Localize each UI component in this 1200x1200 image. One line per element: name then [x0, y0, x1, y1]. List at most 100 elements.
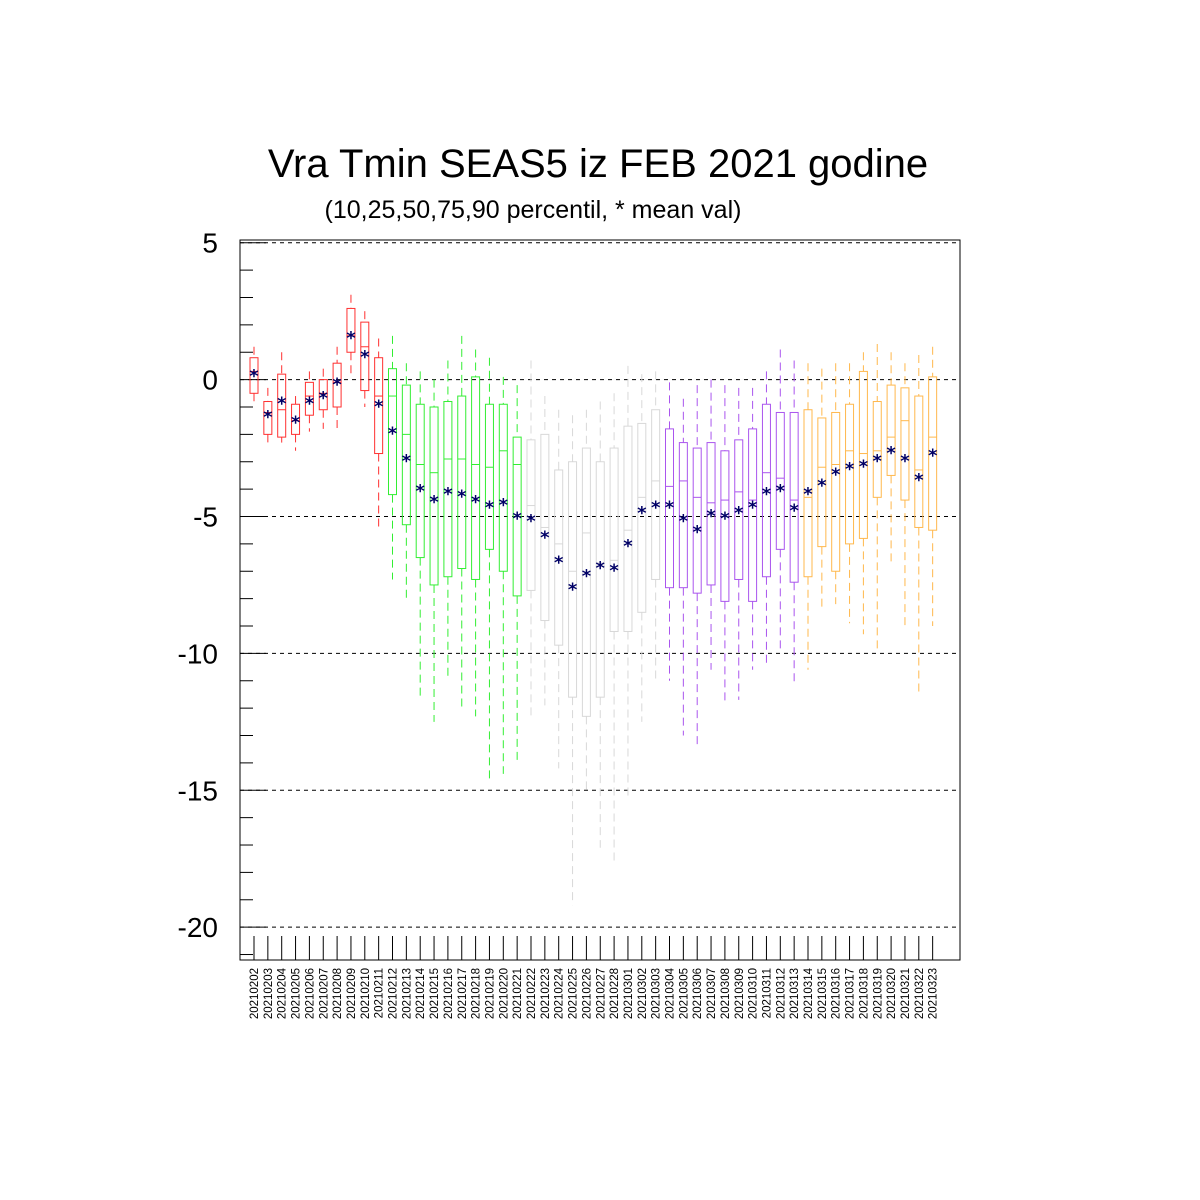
mean-marker: *	[277, 394, 287, 415]
box-20210204	[277, 352, 287, 443]
mean-marker: *	[499, 495, 509, 516]
mean-marker: *	[637, 503, 647, 524]
x-tick-label: 20210216	[443, 968, 455, 1019]
x-tick-label: 20210223	[540, 968, 552, 1019]
x-tick-label: 20210209	[346, 968, 358, 1019]
iqr-box	[706, 442, 716, 586]
x-tick-label: 20210317	[845, 968, 857, 1019]
x-tick-label: 20210309	[734, 968, 746, 1019]
iqr-box	[581, 447, 591, 717]
iqr-box	[332, 362, 342, 408]
iqr-box	[249, 357, 259, 394]
box-20210320	[886, 352, 896, 566]
x-tick-label: 20210312	[775, 968, 787, 1019]
iqr-box	[678, 442, 688, 589]
box-20210323	[928, 346, 938, 627]
iqr-box	[651, 409, 661, 580]
y-axis: 5 0 -5 -10 -15 -20	[178, 228, 266, 956]
mean-marker: *	[305, 394, 315, 415]
iqr-box	[360, 321, 370, 392]
x-tick-label: 20210212	[388, 968, 400, 1019]
x-tick-label: 20210202	[249, 968, 261, 1019]
box-20210213	[401, 363, 411, 599]
y-tick-label: 5	[202, 228, 218, 259]
x-tick-label: 20210316	[831, 968, 843, 1019]
iqr-box	[388, 368, 397, 496]
mean-marker: *	[443, 484, 453, 505]
y-tick-label: -20	[178, 912, 218, 943]
box-20210212	[388, 335, 397, 580]
x-tick-label: 20210208	[332, 968, 344, 1019]
mean-marker: *	[679, 511, 689, 532]
box-20210207	[318, 368, 328, 429]
box-20210319	[872, 344, 882, 651]
x-tick-label: 20210220	[498, 968, 510, 1019]
x-tick-label: 20210318	[858, 968, 870, 1019]
iqr-box	[512, 436, 522, 597]
x-tick-label: 20210311	[761, 968, 773, 1018]
mean-marker: *	[596, 558, 606, 579]
mean-marker: *	[776, 481, 786, 502]
box-20210309	[734, 387, 744, 700]
mean-marker: *	[374, 396, 384, 417]
box-20210301	[623, 365, 633, 796]
iqr-box	[665, 428, 674, 589]
box-20210302	[637, 374, 647, 722]
mean-marker: *	[402, 451, 412, 472]
mean-marker: *	[914, 470, 924, 491]
mean-marker: *	[415, 481, 425, 502]
chart-subtitle: (10,25,50,75,90 percentil, * mean val)	[325, 196, 742, 224]
box-20210206	[304, 371, 314, 432]
x-tick-label: 20210310	[748, 968, 760, 1019]
mean-marker: *	[748, 498, 758, 519]
box-20210321	[900, 363, 910, 629]
mean-marker: *	[817, 476, 827, 497]
box-20210314	[803, 363, 813, 670]
iqr-box	[872, 401, 882, 498]
mean-marker: *	[873, 451, 883, 472]
iqr-box	[374, 357, 384, 455]
y-tick-label: -5	[193, 502, 218, 533]
iqr-box	[304, 381, 314, 416]
iqr-box	[845, 403, 855, 545]
x-tick-label: 20210305	[678, 968, 690, 1019]
chart-title: Vra Tmin SEAS5 iz FEB 2021 godine	[268, 142, 928, 186]
box-20210217	[457, 335, 467, 709]
x-tick-label: 20210218	[471, 968, 483, 1019]
mean-marker: *	[485, 498, 495, 519]
iqr-box	[775, 411, 785, 550]
iqr-box	[429, 406, 439, 586]
x-tick-label: 20210203	[263, 968, 275, 1019]
x-tick-label: 20210301	[623, 968, 635, 1019]
box-20210311	[761, 371, 771, 668]
box-20210304	[665, 382, 674, 681]
mean-marker: *	[762, 484, 772, 505]
iqr-box	[318, 379, 328, 411]
box-20210203	[263, 387, 273, 446]
box-20210306	[692, 385, 702, 747]
box-20210316	[831, 363, 841, 605]
iqr-box	[831, 411, 841, 572]
mean-marker: *	[609, 561, 619, 582]
mean-marker: *	[512, 509, 522, 530]
box-20210228	[609, 393, 619, 865]
mean-marker: *	[291, 413, 301, 434]
y-tick-label: -10	[178, 638, 218, 669]
x-tick-label: 20210320	[886, 968, 898, 1019]
mean-marker: *	[831, 465, 841, 486]
x-tick-label: 20210206	[304, 968, 316, 1019]
mean-marker: *	[360, 347, 370, 368]
box-20210307	[706, 379, 716, 670]
box-20210205	[291, 396, 301, 451]
mean-marker: *	[319, 388, 329, 409]
iqr-box	[858, 370, 868, 539]
x-tick-label: 20210307	[706, 968, 718, 1019]
x-tick-label: 20210319	[872, 968, 884, 1019]
mean-marker: *	[249, 366, 259, 387]
x-tick-label: 20210213	[401, 968, 413, 1019]
box-20210313	[789, 360, 799, 687]
iqr-box	[748, 428, 758, 602]
x-tick-label: 20210205	[291, 968, 303, 1019]
iqr-box	[401, 384, 411, 526]
